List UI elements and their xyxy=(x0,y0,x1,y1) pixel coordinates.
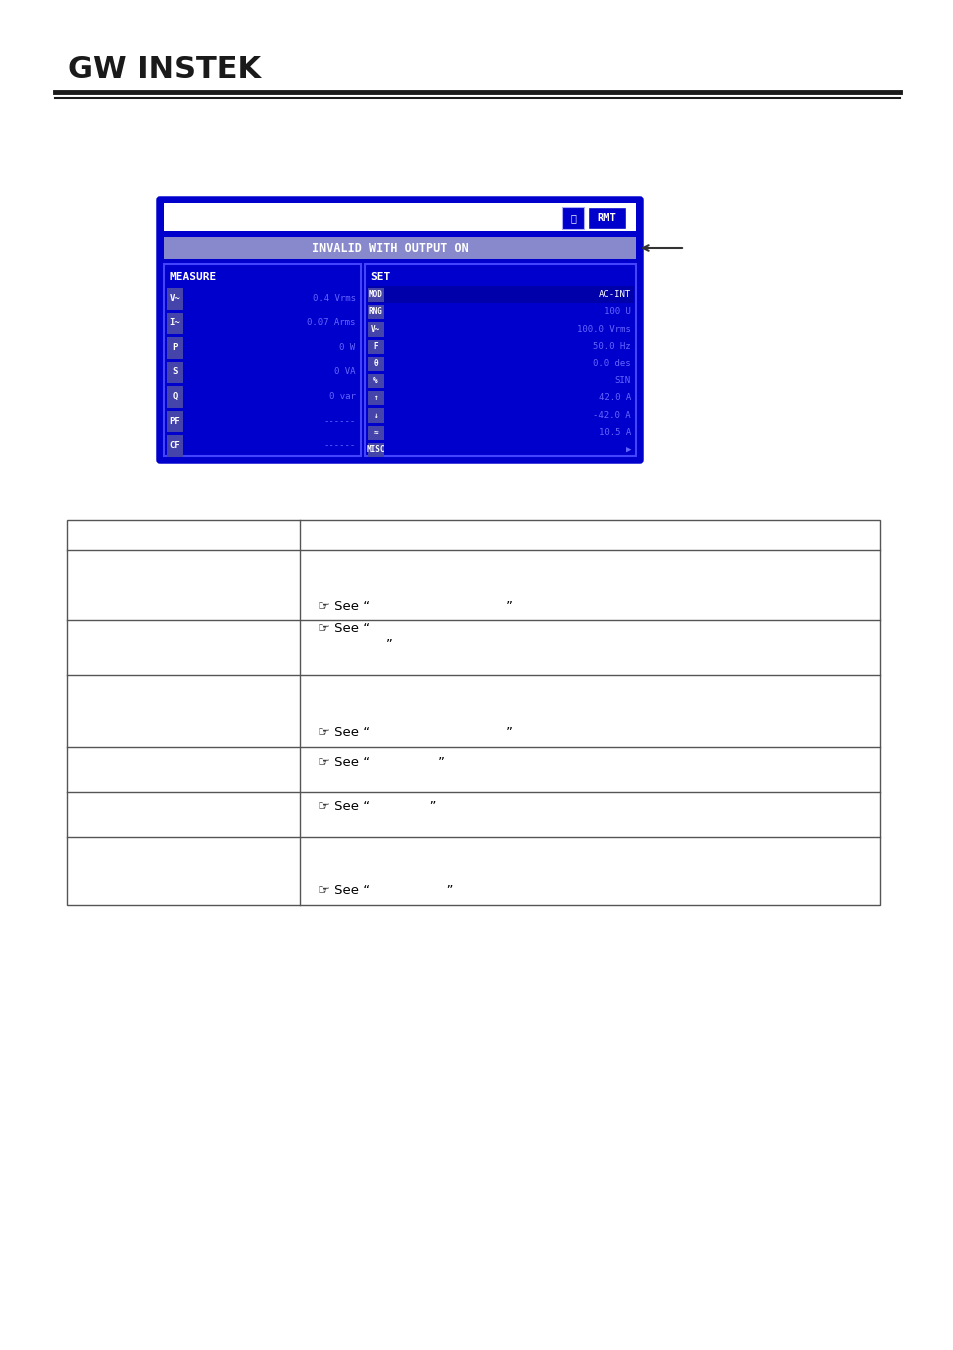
Text: P: P xyxy=(172,343,177,352)
Text: MOD: MOD xyxy=(368,290,382,300)
Bar xyxy=(167,338,183,359)
Text: ☞ See “                ”: ☞ See “ ” xyxy=(317,756,444,768)
Bar xyxy=(367,356,383,371)
Text: -42.0 A: -42.0 A xyxy=(593,410,630,420)
Bar xyxy=(367,409,383,423)
Bar xyxy=(367,425,383,440)
Bar xyxy=(167,288,183,309)
Text: 42.0 A: 42.0 A xyxy=(598,393,630,402)
Text: 0 var: 0 var xyxy=(329,392,355,401)
Bar xyxy=(164,265,360,456)
Text: I~: I~ xyxy=(170,319,180,327)
Text: 0 W: 0 W xyxy=(339,343,355,352)
Text: 100.0 Vrms: 100.0 Vrms xyxy=(577,324,630,333)
Text: ”: ” xyxy=(317,639,393,652)
Text: 0.0 des: 0.0 des xyxy=(593,359,630,369)
Text: ☞ See “              ”: ☞ See “ ” xyxy=(317,801,436,814)
Text: SIN: SIN xyxy=(615,377,630,385)
Text: 0 VA: 0 VA xyxy=(334,367,355,377)
Text: ☞ See “                                ”: ☞ See “ ” xyxy=(317,726,513,740)
Text: PF: PF xyxy=(170,417,180,425)
Text: ------: ------ xyxy=(323,417,355,425)
Text: 🔒: 🔒 xyxy=(570,213,576,223)
Bar xyxy=(367,443,383,458)
Bar xyxy=(367,323,383,336)
Text: 0.07 Arms: 0.07 Arms xyxy=(307,319,355,327)
Text: 50.0 Hz: 50.0 Hz xyxy=(593,342,630,351)
Text: V~: V~ xyxy=(170,294,180,302)
Bar xyxy=(167,410,183,432)
Bar xyxy=(167,436,183,458)
Bar xyxy=(164,238,636,259)
Text: ☞ See “                                ”: ☞ See “ ” xyxy=(317,599,513,613)
Text: 100 U: 100 U xyxy=(603,308,630,316)
Text: 0.4 Vrms: 0.4 Vrms xyxy=(313,294,355,302)
Text: MISC: MISC xyxy=(366,446,384,454)
Bar xyxy=(364,265,636,456)
Text: 10.5 A: 10.5 A xyxy=(598,428,630,436)
Text: ☞ See “                  ”: ☞ See “ ” xyxy=(317,884,453,898)
Bar xyxy=(367,288,383,302)
Text: INVALID WITH OUTPUT ON: INVALID WITH OUTPUT ON xyxy=(312,242,468,255)
Bar xyxy=(367,305,383,320)
Text: V~: V~ xyxy=(371,324,380,333)
Text: SET: SET xyxy=(370,271,391,282)
Bar xyxy=(367,374,383,389)
Text: AC-INT: AC-INT xyxy=(598,290,630,300)
Bar xyxy=(587,207,625,230)
Text: RMT: RMT xyxy=(597,213,616,223)
Text: θ: θ xyxy=(373,359,377,369)
Bar xyxy=(167,386,183,408)
Text: ≈: ≈ xyxy=(373,428,377,436)
Text: ☞ See “: ☞ See “ xyxy=(317,622,370,636)
Bar xyxy=(164,202,636,231)
Text: F: F xyxy=(373,342,377,351)
Text: %: % xyxy=(373,377,377,385)
Text: ------: ------ xyxy=(323,441,355,450)
Bar xyxy=(367,340,383,354)
Text: GW INSTEK: GW INSTEK xyxy=(68,55,261,84)
Text: ↓: ↓ xyxy=(373,410,377,420)
Text: S: S xyxy=(172,367,177,377)
Text: Q: Q xyxy=(172,392,177,401)
Text: ↑: ↑ xyxy=(373,393,377,402)
Bar xyxy=(561,207,583,230)
Text: ▶: ▶ xyxy=(625,446,630,454)
Text: RNG: RNG xyxy=(368,308,382,316)
Bar xyxy=(67,520,879,904)
Bar xyxy=(167,362,183,383)
Bar xyxy=(167,313,183,335)
FancyBboxPatch shape xyxy=(158,198,641,462)
Bar xyxy=(366,286,634,304)
Text: MEASURE: MEASURE xyxy=(170,271,217,282)
Text: CF: CF xyxy=(170,441,180,450)
Bar xyxy=(367,392,383,405)
